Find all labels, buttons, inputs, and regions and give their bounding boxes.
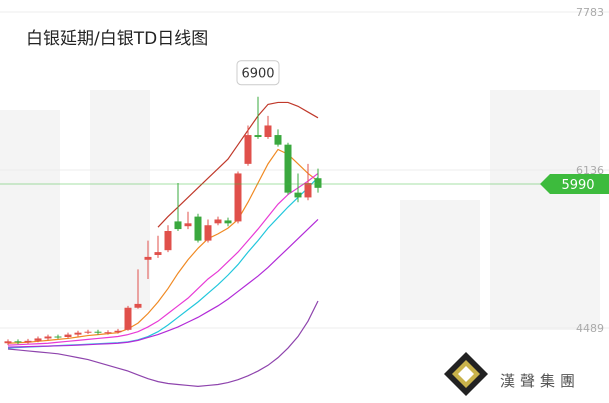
candle-body	[254, 135, 262, 137]
indicator-line	[7, 148, 319, 344]
max-label: 6900	[241, 67, 274, 82]
candle-body	[224, 220, 232, 224]
candle-body	[204, 225, 212, 241]
candle-body	[164, 230, 172, 251]
candle-body	[24, 340, 32, 343]
last-price-label: 5990	[561, 178, 594, 193]
candle-body	[114, 330, 122, 333]
candle-body	[314, 178, 322, 188]
candle-body	[34, 338, 42, 341]
candle-body	[44, 336, 52, 339]
y-tick-label: 6136	[576, 164, 604, 177]
candle-body	[124, 307, 132, 330]
candle-body	[94, 331, 102, 333]
candle-body	[284, 144, 292, 193]
candle-body	[264, 125, 272, 137]
indicator-line	[157, 101, 319, 228]
candle-body	[154, 252, 162, 255]
candle-body	[4, 341, 12, 344]
candle-body	[294, 192, 302, 198]
candle-body	[244, 135, 252, 164]
candle-body	[84, 331, 92, 333]
candle-body	[234, 173, 242, 222]
candle-body	[104, 332, 112, 334]
logo: 漢聲集團	[444, 352, 580, 396]
candle-body	[54, 336, 62, 338]
candle-body	[304, 183, 312, 198]
y-tick-label: 7783	[576, 6, 604, 19]
candle-body	[194, 216, 202, 241]
candle-body	[14, 341, 22, 343]
logo-text: 漢聲集團	[500, 372, 580, 390]
candle-body	[64, 334, 72, 338]
indicator-line	[7, 172, 319, 346]
y-tick-label: 4489	[576, 322, 604, 335]
chart-title: 白银延期/白银TD日线图	[26, 29, 208, 49]
candle-body	[144, 256, 152, 260]
candle-body	[74, 332, 82, 335]
last-price-tag	[540, 173, 609, 194]
candle-body	[134, 303, 142, 308]
candle-body	[184, 223, 192, 227]
max-label-box	[236, 60, 280, 86]
candle-body	[214, 219, 222, 224]
indicator-line	[7, 219, 319, 348]
candle-body	[274, 135, 282, 145]
candle-body	[174, 221, 182, 230]
indicator-line	[7, 300, 319, 388]
background-watermark	[0, 90, 600, 330]
